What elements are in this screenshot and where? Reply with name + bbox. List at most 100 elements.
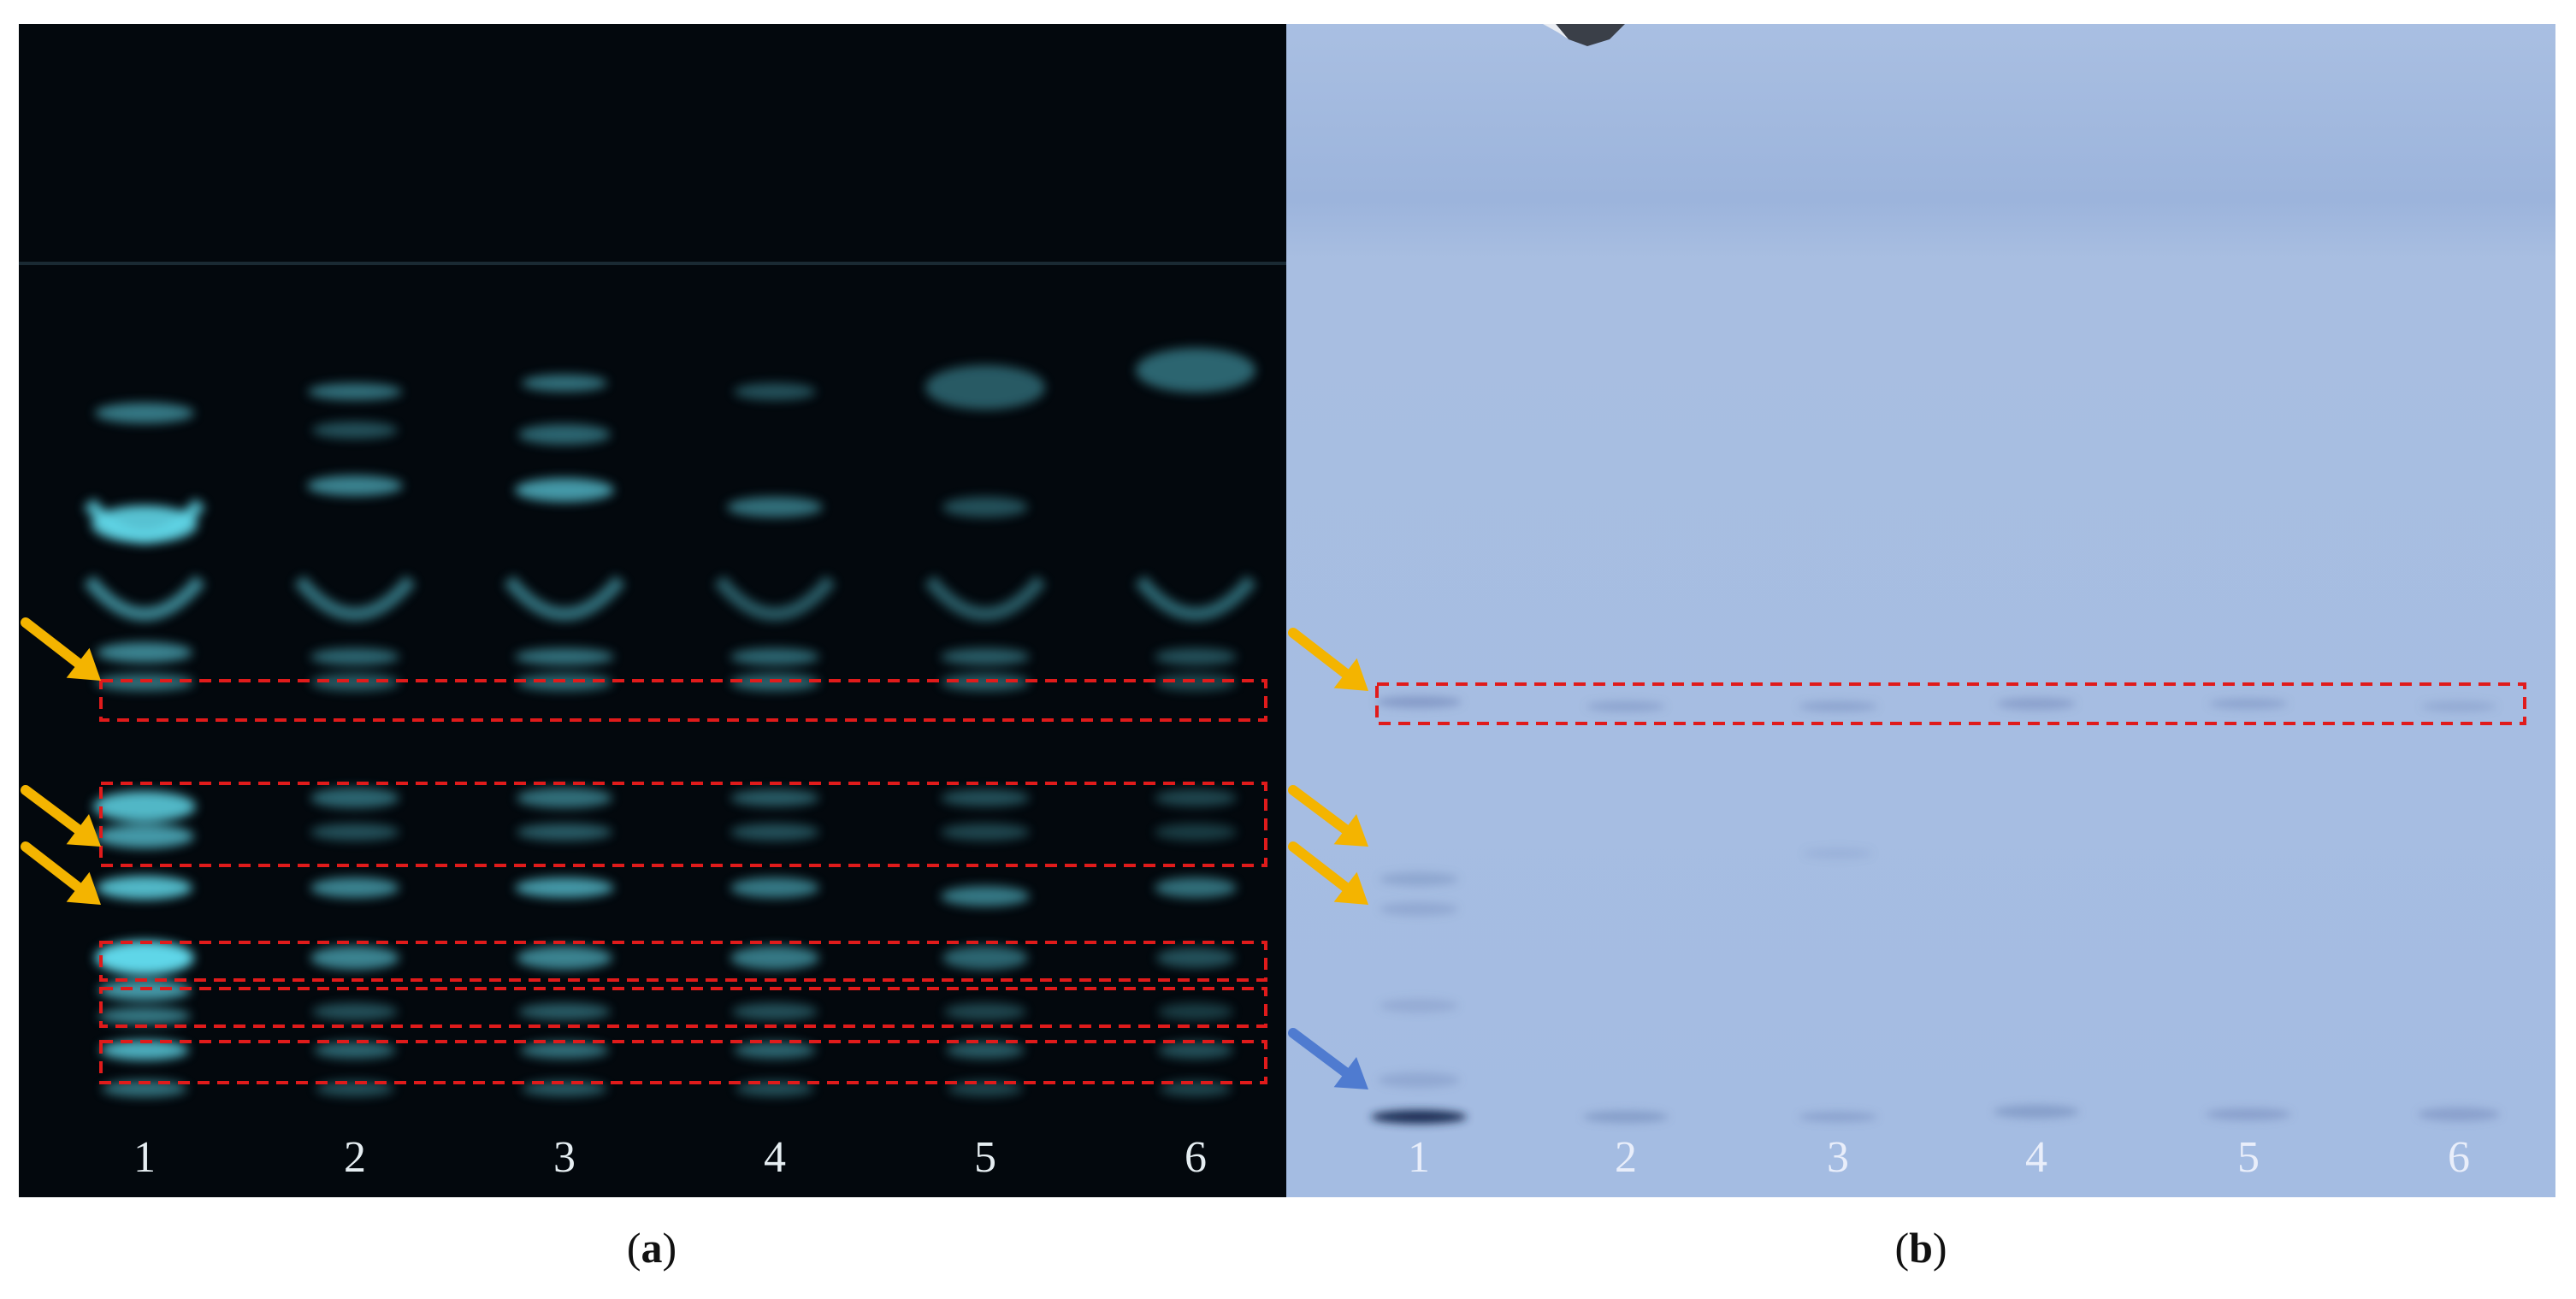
band-a-lane3-7 [517, 824, 612, 841]
arrow-a-1-head [66, 647, 101, 681]
band-a-lane4-6 [730, 824, 819, 841]
band-a-lane2-7 [310, 824, 399, 841]
band-a-lane2-4 [310, 648, 399, 665]
band-a-lane1-6 [95, 824, 194, 848]
band-b-lane3-1 [1799, 701, 1877, 711]
plate-background [1286, 24, 2555, 1197]
band-a-lane6-10 [1160, 1081, 1232, 1096]
arrow-a-2-shaft [21, 785, 83, 835]
band-b-lane2-2 [1583, 1111, 1669, 1123]
band-a-lane2-8 [310, 877, 399, 898]
band-a-lane1-1 [95, 403, 194, 423]
lane-label-b-1: 1 [1408, 1133, 1430, 1182]
band-a-lane4-1 [734, 383, 816, 400]
arrow-a-2 [21, 785, 101, 847]
band-a-lane5-7 [941, 886, 1030, 906]
arrow-b-4 [1288, 1028, 1368, 1089]
highlight-box-a-3 [99, 941, 1267, 982]
arrow-b-4-head [1333, 1057, 1368, 1089]
band-a-lane6-2 [1155, 648, 1237, 665]
lane-label-a-1: 1 [133, 1133, 156, 1182]
band-a-lane6-6 [1155, 877, 1237, 898]
caption-b: (b) [1894, 1224, 1947, 1272]
band-a-lane3-6 [517, 788, 612, 808]
band-a-lane1-11 [100, 1040, 189, 1060]
lane-label-b-2: 2 [1615, 1133, 1637, 1182]
band-a-lane2-2 [312, 422, 398, 439]
highlight-box-a-5 [99, 1040, 1267, 1084]
band-b-lane1-1 [1376, 696, 1462, 708]
arrow-b-1-shaft [1288, 628, 1351, 679]
band-a-lane4-9 [732, 1003, 818, 1020]
band-b-lane3-2 [1804, 848, 1872, 859]
band-a-lane2-12 [316, 1081, 394, 1096]
arrow-a-1 [21, 617, 101, 681]
band-a-lane6-5 [1155, 824, 1237, 841]
highlight-box-b-1 [1375, 682, 2526, 725]
band-a-lane5-2 [942, 497, 1028, 517]
band-a-lane3-8 [515, 877, 614, 898]
band-a-lane1-10 [98, 1007, 191, 1024]
band-a-lane2-3 [307, 475, 403, 496]
arc-band-a-4 [503, 575, 626, 621]
arrow-b-2-shaft [1288, 785, 1350, 835]
band-a-lane5-6 [941, 824, 1030, 841]
lane-label-b-5: 5 [2237, 1133, 2260, 1182]
tlc-plate-b-bands [1286, 24, 2555, 1197]
lane-label-a-3: 3 [553, 1133, 576, 1182]
arrow-b-2 [1288, 785, 1368, 847]
band-a-lane5-8 [942, 946, 1028, 970]
band-a-lane3-2 [518, 424, 611, 445]
band-b-lane5-1 [2209, 699, 2288, 709]
band-a-lane6-9 [1158, 1042, 1233, 1059]
band-a-lane4-5 [730, 789, 819, 806]
band-a-lane5-4 [941, 674, 1030, 691]
band-a-lane5-3 [941, 648, 1030, 665]
band-a-lane5-10 [946, 1042, 1025, 1059]
band-a-lane3-11 [520, 1042, 609, 1059]
band-a-lane5-1 [925, 365, 1045, 410]
band-a-lane3-10 [518, 1003, 611, 1020]
band-a-lane6-3 [1155, 674, 1237, 691]
band-a-lane1-7 [97, 876, 192, 900]
band-b-lane2-1 [1586, 701, 1665, 711]
arc-band-a-6 [924, 575, 1047, 621]
lane-label-b-6: 6 [2448, 1133, 2470, 1182]
lane-label-a-4: 4 [764, 1133, 786, 1182]
plate-chip-edge [1543, 24, 1569, 39]
band-a-lane1-3 [97, 642, 192, 663]
arrow-b-2-head [1333, 814, 1368, 847]
highlight-box-a-2 [99, 782, 1267, 867]
band-a-lane6-4 [1155, 789, 1237, 806]
band-a-lane5-5 [941, 789, 1030, 806]
tlc-plate-fluorescent: 1 2 3 4 5 6 [19, 24, 1286, 1197]
band-a-lane1-5 [93, 791, 196, 822]
band-b-lane1-3 [1380, 902, 1458, 916]
band-a-lane6-7 [1156, 948, 1235, 968]
band-a-lane4-7 [730, 877, 819, 898]
tlc-plate-a-bands [19, 262, 1286, 1097]
caption-a: (a) [626, 1224, 677, 1272]
band-a-lane4-2 [727, 497, 823, 517]
lane-label-b-3: 3 [1827, 1133, 1849, 1182]
band-b-lane4-1 [1997, 698, 2076, 710]
band-a-lane4-11 [736, 1081, 814, 1096]
plate-chip [1556, 24, 1625, 46]
band-b-lane6-2 [2418, 1107, 2500, 1121]
tlc-plate-stained: 1 2 3 4 5 6 [1286, 24, 2555, 1197]
band-a-lane3-4 [515, 648, 614, 665]
band-b-lane1-6 [1371, 1110, 1467, 1124]
arrow-b-3-shaft [1288, 841, 1351, 893]
band-a-lane4-3 [730, 648, 819, 665]
arrow-a-2-head [66, 814, 101, 847]
band-a-lane2-5 [310, 674, 399, 691]
lane-label-a-5: 5 [974, 1133, 996, 1182]
band-a-lane2-9 [310, 946, 399, 970]
arc-band-a-7 [1134, 575, 1257, 621]
arrow-a-1-shaft [21, 617, 84, 669]
band-a-lane1-8 [95, 941, 194, 975]
band-a-lane5-11 [948, 1081, 1023, 1096]
band-a-lane4-8 [730, 946, 819, 970]
caption-b-letter: b [1909, 1224, 1933, 1272]
caption-a-letter: a [641, 1224, 663, 1272]
